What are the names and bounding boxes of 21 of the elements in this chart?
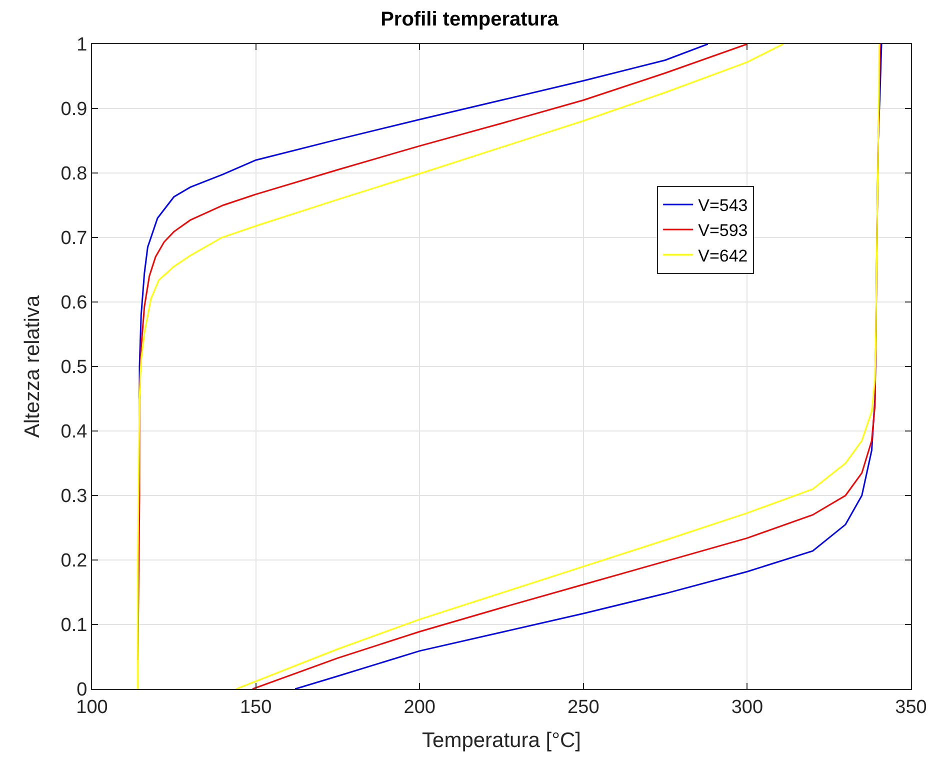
legend-label: V=642	[698, 246, 748, 266]
x-axis-title: Temperatura [°C]	[422, 729, 581, 752]
y-tick-label: 0.1	[60, 615, 88, 636]
y-axis-title: Altezza relativa	[20, 294, 44, 438]
legend-label: V=593	[698, 221, 748, 240]
y-tick-label: 0.2	[60, 550, 88, 572]
x-tick-label: 250	[568, 696, 600, 718]
x-tick-label: 350	[895, 696, 927, 718]
y-tick-label: 0.5	[60, 357, 88, 378]
chart-title: Profili temperatura	[380, 8, 560, 31]
x-tick-label: 300	[731, 696, 764, 718]
legend-label: V=543	[698, 196, 748, 216]
y-tick-label: 0.7	[60, 228, 88, 250]
y-tick-label: 0.3	[60, 486, 88, 508]
y-tick-label: 0.8	[60, 164, 88, 185]
y-tick-label: 0.4	[60, 422, 88, 443]
y-tick-label: 0.9	[60, 99, 88, 120]
y-tick-label: 0.6	[60, 292, 88, 314]
y-tick-label: 1	[76, 34, 88, 56]
x-tick-label: 150	[240, 696, 272, 718]
x-tick-label: 200	[404, 696, 436, 718]
